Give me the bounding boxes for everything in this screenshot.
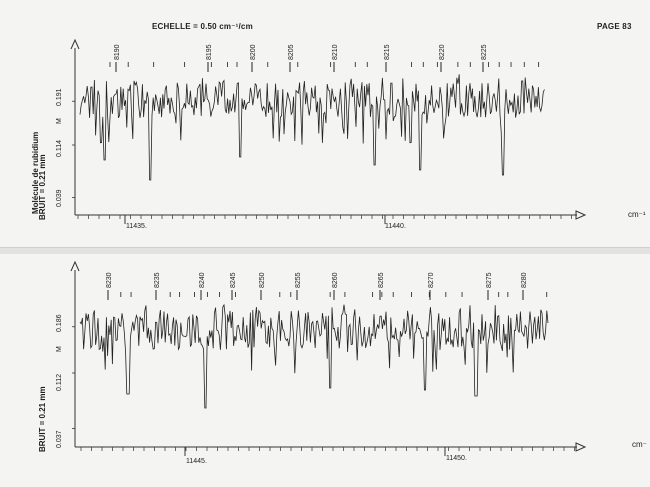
line-number-label: 8200 [250, 44, 257, 60]
line-number-label: 8195 [206, 44, 213, 60]
line-number-label: 8205 [288, 44, 295, 60]
line-number-label: 8255 [295, 272, 302, 288]
spectrum-trace [79, 74, 545, 181]
line-number-label: 8245 [230, 272, 237, 288]
panel-divider [0, 247, 650, 254]
line-number-label: 8210 [332, 44, 339, 60]
line-number-label: 8250 [259, 272, 266, 288]
x-tick-label: 11445. [186, 458, 207, 465]
x-axis-unit: cm⁻ [632, 440, 647, 449]
x-tick-label: 11440. [385, 223, 406, 230]
line-number-label: 8275 [486, 272, 493, 288]
line-number-label: 8260 [332, 272, 339, 288]
line-number-label: 8240 [199, 272, 206, 288]
scale-title: ECHELLE = 0.50 cm⁻¹/cm [152, 22, 253, 31]
line-number-label: 8225 [481, 44, 488, 60]
x-tick-label: 11450. [446, 455, 467, 462]
x-axis-unit: cm⁻¹ [628, 210, 646, 219]
spectrum-trace [79, 303, 549, 409]
line-number-label: 8270 [428, 272, 435, 288]
line-number-label: 8235 [154, 272, 161, 288]
line-number-label: 8280 [521, 272, 528, 288]
page-number: PAGE 83 [597, 22, 632, 31]
x-axis-arrow [575, 442, 587, 452]
y-axis-arrow [70, 38, 80, 50]
y-axis-arrow [70, 260, 80, 272]
line-number-label: 8215 [384, 44, 391, 60]
line-number-label: 8220 [439, 44, 446, 60]
line-number-label: 8265 [378, 272, 385, 288]
x-tick-label: 11435. [126, 223, 147, 230]
line-number-label: 8190 [114, 44, 121, 60]
x-axis-arrow [575, 210, 587, 220]
line-number-label: 8230 [106, 272, 113, 288]
